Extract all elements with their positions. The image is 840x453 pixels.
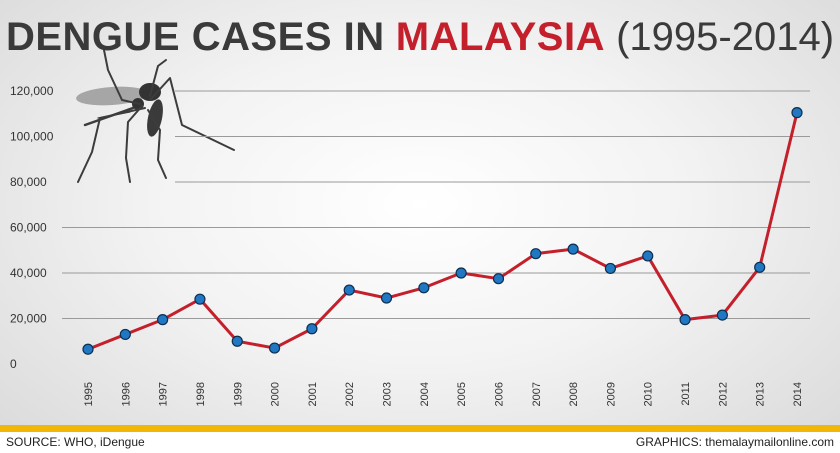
data-point <box>231 335 243 347</box>
title-country: MALAYSIA <box>395 15 605 59</box>
x-tick-label: 1995 <box>83 382 95 406</box>
mosquito-icon <box>76 49 235 183</box>
data-point <box>380 292 393 304</box>
x-tick-label: 2011 <box>680 382 692 406</box>
y-tick-label: 0 <box>10 357 17 371</box>
x-tick-label: 1999 <box>232 382 244 406</box>
series-line <box>87 112 799 351</box>
data-points <box>82 107 803 355</box>
x-tick-label: 1998 <box>195 382 207 406</box>
data-point <box>716 309 728 321</box>
title-years: (1995-2014) <box>616 15 835 59</box>
data-point <box>492 273 505 285</box>
grid-lines <box>62 90 810 319</box>
y-tick-labels: 0 20,000 40,000 60,000 80,000 100,000 120,000 <box>10 84 54 371</box>
x-tick-label: 2014 <box>792 382 804 406</box>
data-point <box>679 314 691 326</box>
line-chart: 020,00040,00060,00080,000100,000120,000 … <box>10 49 810 406</box>
data-point <box>455 267 467 279</box>
title-main: DENGUE CASES IN <box>5 15 385 59</box>
y-tick-label: 80,000 <box>10 175 47 189</box>
graphics-credit: GRAPHICS: themalaymailonline.com <box>635 435 834 449</box>
data-point <box>418 282 430 294</box>
x-tick-label: 2004 <box>419 382 431 406</box>
x-tick-label: 1996 <box>120 382 132 406</box>
footer-accent-bar <box>0 425 840 432</box>
footer: SOURCE: WHO, iDengue GRAPHICS: themalaym… <box>0 432 840 453</box>
data-point <box>642 250 654 262</box>
x-tick-label: 2013 <box>755 382 767 406</box>
x-tick-labels: 1995 1996 1997 1998 1999 2000 2001 2002 2003 2004… <box>83 382 804 406</box>
x-tick-label: 2001 <box>307 382 319 406</box>
x-tick-label: 2012 <box>717 382 729 406</box>
data-point <box>530 248 542 260</box>
x-tick-label: 1997 <box>158 382 170 406</box>
data-point <box>119 328 131 341</box>
x-tick-label: 2008 <box>568 382 580 406</box>
x-tick-label: 2010 <box>643 382 655 406</box>
y-tick-label: 40,000 <box>10 266 47 280</box>
x-tick-label: 2000 <box>270 382 282 406</box>
data-point <box>194 293 206 305</box>
source-note: SOURCE: WHO, iDengue <box>6 435 145 449</box>
data-point <box>157 314 169 326</box>
y-tick-label: 120,000 <box>10 84 54 98</box>
x-tick-label: 2007 <box>531 382 543 406</box>
data-point <box>343 284 355 296</box>
data-point <box>268 342 281 354</box>
y-tick-label: 60,000 <box>10 221 47 235</box>
y-tick-label: 100,000 <box>10 130 54 144</box>
data-point <box>82 343 94 355</box>
data-point <box>604 262 617 275</box>
chart-title: DENGUE CASES IN MALAYSIA (1995-2014) <box>0 12 840 62</box>
x-tick-label: 2009 <box>605 382 617 406</box>
x-tick-label: 2003 <box>382 382 394 406</box>
data-point <box>791 107 803 119</box>
x-tick-label: 2006 <box>493 382 505 406</box>
data-point <box>306 323 318 335</box>
data-point <box>567 243 579 255</box>
x-tick-label: 2005 <box>456 382 468 406</box>
data-point <box>754 261 766 273</box>
y-tick-label: 20,000 <box>10 312 47 326</box>
x-tick-label: 2002 <box>344 382 356 406</box>
